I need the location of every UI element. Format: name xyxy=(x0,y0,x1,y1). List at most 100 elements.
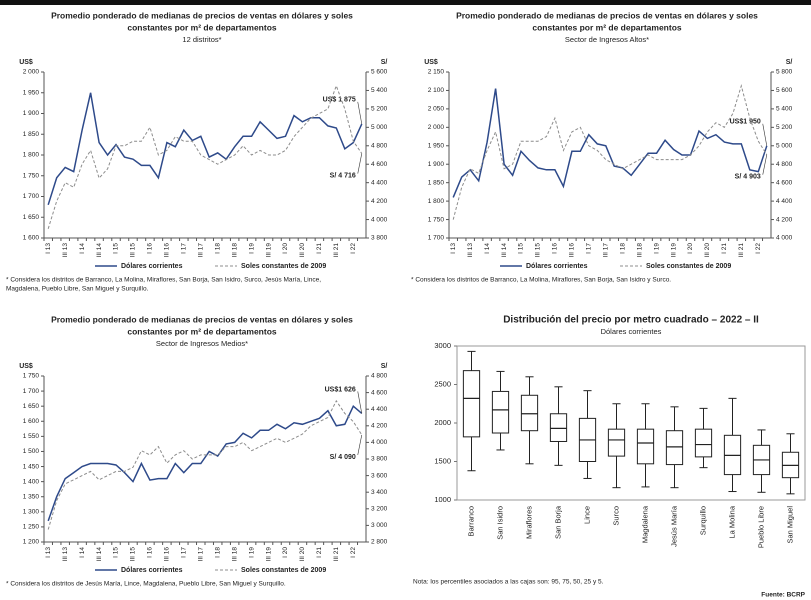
x-tick-label: San Isidro xyxy=(495,506,504,540)
x-tick-label: III 18 xyxy=(231,243,238,258)
chart-title: Promedio ponderado de medianas de precio… xyxy=(456,10,758,20)
box xyxy=(462,370,481,438)
chart-title: Promedio ponderado de medianas de precio… xyxy=(51,10,353,20)
y-tick-label: 1 900 xyxy=(23,110,40,117)
box xyxy=(549,413,568,442)
chart-title: Promedio ponderado de medianas de precio… xyxy=(51,314,353,324)
x-tick-label: III 14 xyxy=(96,243,103,258)
x-tick-label: I 18 xyxy=(619,243,626,254)
y-tick-label: 1 900 xyxy=(428,161,445,168)
box xyxy=(491,390,510,434)
y-tick-label: 1 400 xyxy=(23,478,40,485)
y2-tick-label: 5 200 xyxy=(371,106,388,113)
series-line xyxy=(47,92,363,206)
annotation: US$1 626 xyxy=(325,386,356,393)
x-tick-label: III 15 xyxy=(535,243,542,258)
x-tick-label: III 17 xyxy=(197,243,204,258)
legend-label: Dólares corrientes xyxy=(526,263,588,270)
y2-tick-label: 4 600 xyxy=(371,389,388,396)
x-tick-label: III 13 xyxy=(62,243,69,258)
y2-tick-label: 4 600 xyxy=(371,161,388,168)
y2-axis-label: S/ xyxy=(381,363,388,370)
plot-frame xyxy=(456,345,806,501)
legend-label: Soles constantes de 2009 xyxy=(241,567,326,574)
y-tick-label: 1500 xyxy=(434,456,451,465)
series-line xyxy=(452,88,768,198)
x-tick-label: San Borja xyxy=(553,505,562,539)
x-tick-label: I 14 xyxy=(79,547,86,558)
y2-tick-label: 3 000 xyxy=(371,522,388,529)
y2-tick-label: 3 600 xyxy=(371,472,388,479)
x-tick-label: III 20 xyxy=(299,243,306,258)
x-tick-label: III 16 xyxy=(569,243,576,258)
y-tick-label: 1 450 xyxy=(23,463,40,470)
footnote: * Considera los distritos de Barranco, L… xyxy=(6,277,321,284)
y2-tick-label: 4 200 xyxy=(371,423,388,430)
x-tick-label: I 16 xyxy=(147,243,154,254)
x-tick-label: Pueblo Libre xyxy=(756,506,765,548)
y-tick-label: 1 650 xyxy=(23,214,40,221)
x-tick-label: I 19 xyxy=(248,547,255,558)
annotation-leader xyxy=(762,154,768,175)
x-tick-label: III 18 xyxy=(231,547,238,562)
y-tick-label: 1 850 xyxy=(428,179,445,186)
x-tick-label: I 13 xyxy=(45,547,52,558)
x-tick-label: I 15 xyxy=(113,547,120,558)
y2-tick-label: 5 200 xyxy=(776,124,793,131)
x-tick-label: I 22 xyxy=(350,547,357,558)
x-tick-label: III 17 xyxy=(197,547,204,562)
y2-tick-label: 4 000 xyxy=(371,439,388,446)
note: Nota: los percentiles asociados a las ca… xyxy=(413,579,604,586)
x-tick-label: I 21 xyxy=(316,547,323,558)
y-tick-label: 1 350 xyxy=(23,493,40,500)
y-tick-label: 1 300 xyxy=(23,509,40,516)
footnote: Magdalena, Pueblo Libre, San Miguel y Su… xyxy=(6,286,149,293)
annotation-leader xyxy=(762,123,768,146)
y-tick-label: 3000 xyxy=(434,341,451,350)
x-tick-label: Miraflores xyxy=(524,506,533,539)
top-bar xyxy=(0,0,811,5)
x-tick-label: III 16 xyxy=(164,243,171,258)
chart-title: Distribución del precio por metro cuadra… xyxy=(503,315,759,326)
x-tick-label: III 17 xyxy=(602,243,609,258)
chart-subtitle: 12 distritos* xyxy=(182,35,221,44)
x-tick-label: I 17 xyxy=(586,243,593,254)
y2-tick-label: 4 000 xyxy=(776,235,793,242)
y-tick-label: 1 850 xyxy=(23,131,40,138)
x-tick-label: III 21 xyxy=(333,547,340,562)
x-tick-label: III 20 xyxy=(704,243,711,258)
y-tick-label: 1 250 xyxy=(23,524,40,531)
y2-tick-label: 4 800 xyxy=(371,142,388,149)
y2-tick-label: 5 400 xyxy=(776,106,793,113)
x-tick-label: III 15 xyxy=(130,547,137,562)
annotation: S/ 4 716 xyxy=(330,172,356,179)
annotation: S/ 4 090 xyxy=(330,454,356,461)
legend-label: Soles constantes de 2009 xyxy=(241,263,326,270)
x-tick-label: I 18 xyxy=(214,547,221,558)
x-tick-label: III 14 xyxy=(501,243,508,258)
y-tick-label: 2 150 xyxy=(428,69,445,76)
x-tick-label: I 21 xyxy=(316,243,323,254)
x-tick-label: I 16 xyxy=(552,243,559,254)
chart-title: constantes por m² de departamentos xyxy=(532,22,682,32)
annotation: S/ 4 903 xyxy=(735,174,761,181)
footnote: * Considera los distritos de Barranco, L… xyxy=(411,277,671,284)
series-line xyxy=(47,399,363,530)
x-tick-label: Magdalena xyxy=(640,505,649,543)
series-line xyxy=(47,84,363,229)
x-tick-label: Jesús María xyxy=(669,505,678,547)
x-tick-label: I 16 xyxy=(147,547,154,558)
x-tick-label: I 21 xyxy=(721,243,728,254)
annotation: US$ 1 875 xyxy=(323,97,356,104)
y-tick-label: 1 950 xyxy=(428,142,445,149)
y-tick-label: 2 000 xyxy=(428,124,445,131)
y-tick-label: 1 750 xyxy=(23,373,40,380)
x-tick-label: III 19 xyxy=(265,547,272,562)
y-tick-label: 2 000 xyxy=(23,69,40,76)
x-tick-label: III 15 xyxy=(130,243,137,258)
annotation: US$1 950 xyxy=(730,119,761,126)
x-tick-label: I 13 xyxy=(450,243,457,254)
y2-tick-label: 4 400 xyxy=(776,198,793,205)
y-axis-label: US$ xyxy=(19,59,33,66)
x-tick-label: III 18 xyxy=(636,243,643,258)
